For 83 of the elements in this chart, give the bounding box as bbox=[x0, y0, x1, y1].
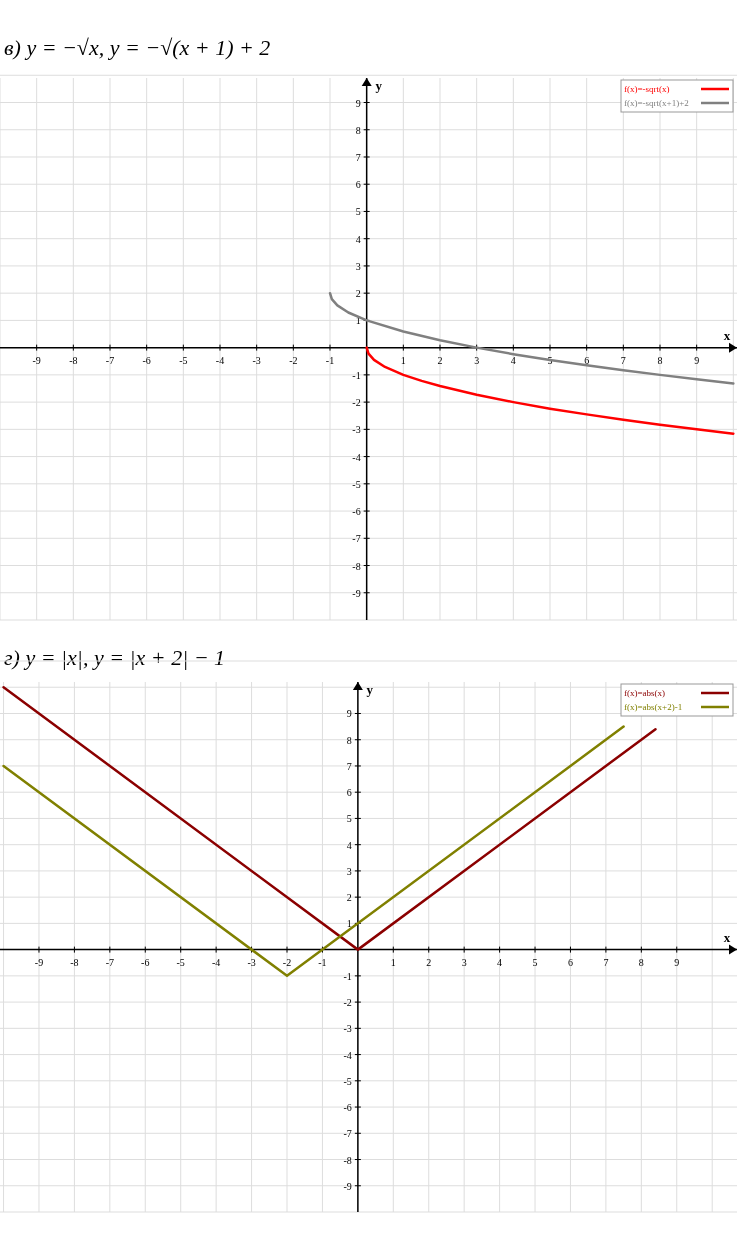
x-tick-label: 4 bbox=[510, 354, 516, 366]
y-tick-label: 4 bbox=[346, 839, 352, 851]
text: f(x)=abs(x) bbox=[624, 688, 666, 698]
x-tick-label: 7 bbox=[620, 354, 626, 366]
y-tick-label: -2 bbox=[343, 997, 352, 1009]
x-tick-label: -4 bbox=[215, 354, 225, 366]
x-tick-label: 3 bbox=[461, 956, 467, 968]
y-tick-label: -3 bbox=[343, 1023, 352, 1035]
legend-label: f(x)=-sqrt(x+1)+2 bbox=[624, 98, 689, 108]
x-tick-label: 9 bbox=[674, 956, 680, 968]
y-tick-label: -5 bbox=[343, 1075, 352, 1087]
y-tick-label: -1 bbox=[352, 369, 361, 381]
x-tick-label: -2 bbox=[289, 354, 298, 366]
y-tick-label: 7 bbox=[346, 760, 352, 772]
x-tick-label: 2 bbox=[437, 354, 443, 366]
y-tick-label: -4 bbox=[352, 451, 361, 463]
y-tick-label: 2 bbox=[355, 288, 361, 300]
text: f(x)=-sqrt(x) bbox=[624, 84, 670, 94]
x-tick-label: 6 bbox=[567, 956, 573, 968]
y-tick-label: -3 bbox=[352, 424, 361, 436]
x-tick-label: -5 bbox=[179, 354, 188, 366]
x-tick-label: 4 bbox=[497, 956, 503, 968]
x-tick-label: -1 bbox=[318, 956, 327, 968]
x-tick-label: 7 bbox=[603, 956, 609, 968]
legend-label: f(x)=abs(x+2)-1 bbox=[624, 702, 683, 712]
x-tick-label: 1 bbox=[390, 956, 396, 968]
x-tick-label: -5 bbox=[176, 956, 185, 968]
y-axis-title: y bbox=[375, 78, 383, 93]
y-tick-label: 5 bbox=[355, 206, 361, 218]
x-tick-label: -3 bbox=[247, 956, 256, 968]
x-tick-label: -3 bbox=[252, 354, 261, 366]
x-tick-label: 5 bbox=[547, 354, 553, 366]
y-tick-label: -6 bbox=[352, 506, 361, 518]
x-tick-label: 5 bbox=[532, 956, 538, 968]
y-tick-label: 7 bbox=[355, 151, 361, 163]
y-tick-label: 8 bbox=[355, 124, 361, 136]
y-tick-label: 6 bbox=[346, 787, 352, 799]
y-tick-label: 8 bbox=[346, 734, 352, 746]
y-tick-label: -1 bbox=[343, 970, 352, 982]
y-tick-label: 9 bbox=[346, 708, 352, 720]
x-tick-label: 8 bbox=[638, 956, 644, 968]
y-tick-label: -9 bbox=[352, 587, 361, 599]
y-tick-label: 1 bbox=[346, 918, 352, 930]
chart-title: в) y = −√x, y = −√(x + 1) + 2 bbox=[4, 35, 271, 60]
x-tick-label: -1 bbox=[325, 354, 335, 366]
x-tick-label: -6 bbox=[141, 956, 150, 968]
y-tick-label: -7 bbox=[343, 1128, 352, 1140]
y-tick-label: 5 bbox=[346, 813, 352, 825]
x-tick-label: -9 bbox=[32, 354, 41, 366]
line-series bbox=[328, 291, 735, 385]
x-tick-label: -7 bbox=[105, 354, 115, 366]
y-tick-label: 3 bbox=[355, 260, 361, 272]
x-tick-label: 9 bbox=[694, 354, 700, 366]
x-tick-label: 8 bbox=[657, 354, 663, 366]
chart-title: г) y = |x|, y = |x + 2| − 1 bbox=[4, 645, 226, 670]
y-tick-label: 2 bbox=[346, 892, 352, 904]
y-tick-label: 4 bbox=[355, 233, 361, 245]
y-tick-label: -9 bbox=[343, 1180, 352, 1192]
y-tick-label: -6 bbox=[343, 1102, 352, 1114]
x-tick-label: -2 bbox=[282, 956, 292, 968]
x-tick-label: 1 bbox=[400, 354, 406, 366]
y-tick-label: -8 bbox=[343, 1154, 352, 1166]
y-tick-label: 9 bbox=[355, 97, 361, 109]
y-tick-label: 3 bbox=[346, 865, 352, 877]
x-axis-title: x bbox=[723, 327, 731, 343]
y-tick-label: 6 bbox=[355, 179, 361, 191]
x-tick-label: 3 bbox=[474, 354, 480, 366]
x-tick-label: -7 bbox=[105, 956, 115, 968]
x-tick-label: -6 bbox=[142, 354, 151, 366]
y-tick-label: -5 bbox=[352, 478, 361, 490]
y-axis-title: y bbox=[366, 682, 374, 697]
x-tick-label: -9 bbox=[34, 956, 44, 968]
x-tick-label: -4 bbox=[211, 956, 221, 968]
x-tick-label: -8 bbox=[69, 354, 78, 366]
line-series bbox=[365, 346, 735, 435]
y-tick-label: -8 bbox=[352, 560, 361, 572]
x-tick-label: 2 bbox=[426, 956, 432, 968]
y-tick-label: -4 bbox=[343, 1049, 352, 1061]
x-axis-title: x bbox=[723, 929, 731, 945]
y-tick-label: -2 bbox=[352, 397, 361, 409]
y-tick-label: -7 bbox=[352, 533, 361, 545]
x-tick-label: 6 bbox=[584, 354, 590, 366]
x-tick-label: -8 bbox=[70, 956, 79, 968]
